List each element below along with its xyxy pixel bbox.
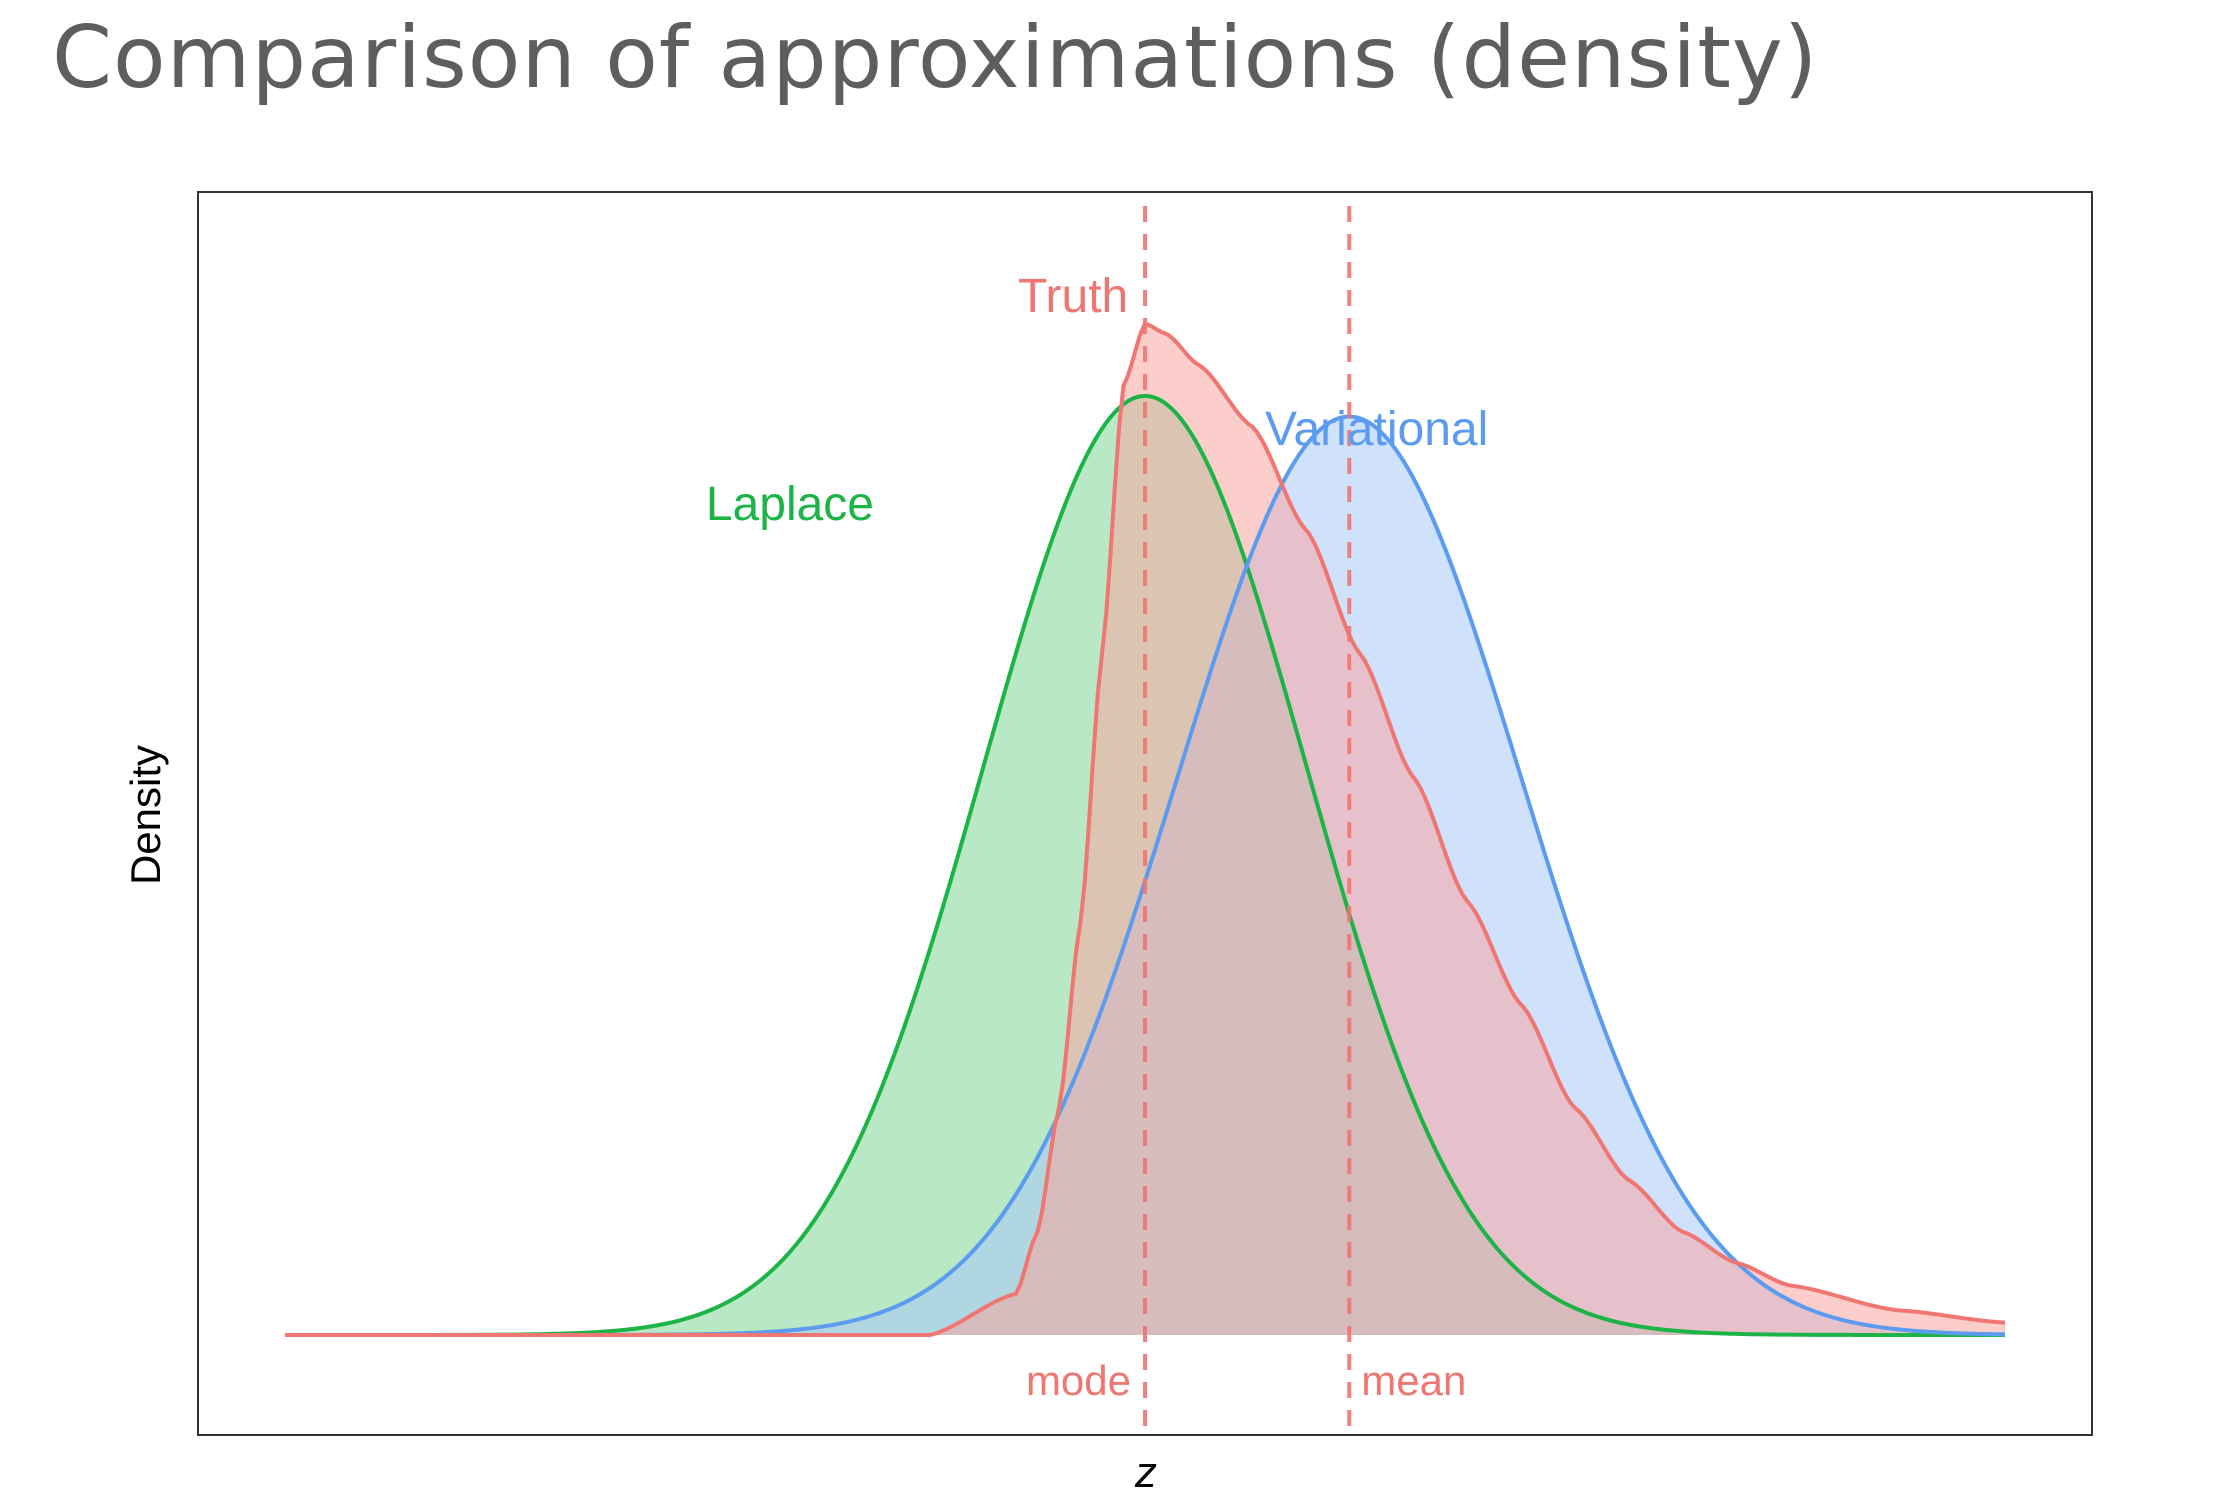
curve-labels: mode mean Truth Laplace Variational — [706, 270, 1488, 1404]
curve-label-variational: Variational — [1265, 403, 1488, 456]
x-axis-label: z — [1134, 1448, 1157, 1497]
plot-frame — [197, 191, 2093, 1436]
curve-label-truth: Truth — [1018, 270, 1128, 323]
y-axis-label: Density — [122, 745, 169, 885]
reference-label-mode: mode — [1026, 1357, 1131, 1404]
slide-title: Comparison of approximations (density) — [52, 8, 1819, 108]
reference-label-mean: mean — [1361, 1357, 1466, 1404]
reference-lines — [1143, 206, 1352, 1435]
curve-label-laplace: Laplace — [706, 478, 874, 531]
